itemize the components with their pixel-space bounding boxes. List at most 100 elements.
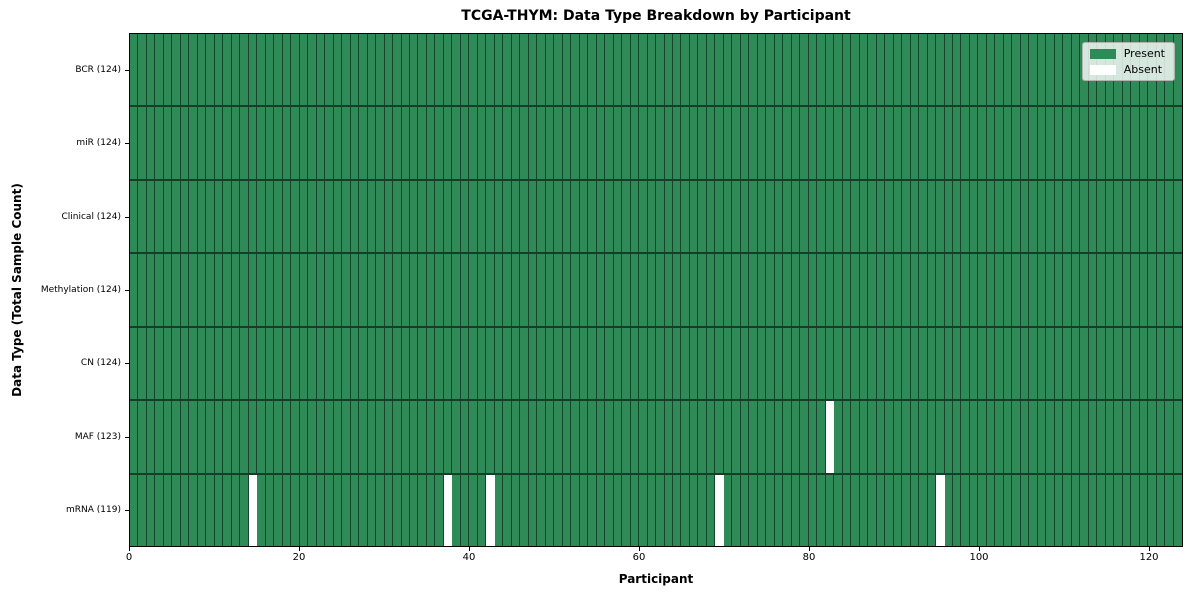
heatmap-cell-present xyxy=(1122,401,1132,473)
heatmap-cell-present xyxy=(393,107,402,179)
heatmap-cell-present xyxy=(986,474,996,546)
heatmap-cell-present xyxy=(698,180,707,253)
heatmap-cell-present xyxy=(774,180,784,253)
heatmap-cell-absent xyxy=(443,474,453,546)
heatmap-cell-present xyxy=(545,34,555,106)
heatmap-cell-present xyxy=(163,401,173,473)
heatmap-cell-present xyxy=(197,401,207,473)
heatmap-cell-present xyxy=(571,34,580,106)
heatmap-cell-present xyxy=(435,327,444,400)
heatmap-cell-present xyxy=(1148,180,1157,253)
heatmap-cell-present xyxy=(664,107,673,179)
heatmap-cell-absent xyxy=(486,474,495,546)
heatmap-cell-present xyxy=(1071,254,1081,326)
heatmap-cell-present xyxy=(146,180,156,253)
heatmap-cell-present xyxy=(902,327,911,400)
heatmap-cell-present xyxy=(231,180,241,253)
heatmap-cell-present xyxy=(664,34,673,106)
x-tick-label: 60 xyxy=(632,552,646,563)
heatmap-cell-present xyxy=(859,34,869,106)
heatmap-cell-present xyxy=(197,474,207,546)
heatmap-cell-present xyxy=(1173,327,1182,400)
heatmap-cell-present xyxy=(554,107,563,179)
heatmap-cell-present xyxy=(130,474,139,546)
heatmap-cell-present xyxy=(876,401,886,473)
heatmap-cell-present xyxy=(316,474,326,546)
heatmap-cell-present xyxy=(706,327,716,400)
heatmap-cell-present xyxy=(1071,327,1081,400)
heatmap-cell-present xyxy=(766,34,775,106)
heatmap-cell-present xyxy=(791,107,801,179)
heatmap-cell-present xyxy=(613,474,623,546)
heatmap-cell-present xyxy=(282,474,292,546)
heatmap-cell-present xyxy=(1097,474,1106,546)
heatmap-cell-present xyxy=(231,107,241,179)
heatmap-cell-present xyxy=(265,107,275,179)
heatmap-cell-present xyxy=(681,34,690,106)
heatmap-cell-present xyxy=(791,474,801,546)
heatmap-cell-present xyxy=(749,254,758,326)
heatmap-cell-present xyxy=(308,401,317,473)
heatmap-cell-present xyxy=(206,180,215,253)
heatmap-cell-present xyxy=(630,474,640,546)
heatmap-cell-present xyxy=(1054,327,1064,400)
x-tick-mark xyxy=(469,547,470,551)
heatmap-cell-present xyxy=(868,254,877,326)
heatmap-cell-present xyxy=(825,254,835,326)
heatmap-cell-present xyxy=(223,34,232,106)
heatmap-cell-present xyxy=(681,401,690,473)
heatmap-cell-present xyxy=(1080,401,1089,473)
y-tick-mark xyxy=(125,436,129,438)
heatmap-cell-present xyxy=(545,107,555,179)
heatmap-cell-present xyxy=(1131,474,1140,546)
heatmap-cell-present xyxy=(384,474,394,546)
heatmap-cell-present xyxy=(401,180,410,253)
heatmap-cell-present xyxy=(528,254,538,326)
heatmap-cell-present xyxy=(469,107,478,179)
heatmap-cell-present xyxy=(757,254,767,326)
heatmap-cell-present xyxy=(1114,474,1123,546)
heatmap-cell-present xyxy=(291,254,300,326)
heatmap-cell-present xyxy=(885,327,894,400)
heatmap-cell-present xyxy=(367,474,377,546)
heatmap-cell-present xyxy=(197,180,207,253)
heatmap-cell-present xyxy=(520,401,529,473)
heatmap-cell-present xyxy=(333,180,343,253)
heatmap-row-BCR xyxy=(130,34,1182,108)
heatmap-cell-present xyxy=(486,107,495,179)
heatmap-cell-present xyxy=(808,327,818,400)
heatmap-cell-present xyxy=(452,401,461,473)
heatmap-cell-present xyxy=(520,254,529,326)
heatmap-cell-present xyxy=(342,34,351,106)
heatmap-cell-present xyxy=(944,254,953,326)
heatmap-cell-present xyxy=(579,180,589,253)
heatmap-cell-present xyxy=(282,327,292,400)
heatmap-cell-present xyxy=(401,327,410,400)
heatmap-cell-present xyxy=(622,180,631,253)
heatmap-cell-present xyxy=(673,107,682,179)
heatmap-cell-present xyxy=(282,34,292,106)
heatmap-cell-present xyxy=(834,401,843,473)
heatmap-cell-present xyxy=(859,474,869,546)
heatmap-cell-present xyxy=(596,327,606,400)
heatmap-cell-present xyxy=(868,107,877,179)
heatmap-cell-present xyxy=(528,34,538,106)
heatmap-cell-present xyxy=(494,180,504,253)
heatmap-cell-present xyxy=(851,254,860,326)
heatmap-cell-present xyxy=(723,401,733,473)
heatmap-cell-present xyxy=(469,34,478,106)
heatmap-cell-present xyxy=(138,107,147,179)
heatmap-cell-present xyxy=(1071,401,1081,473)
heatmap-cell-present xyxy=(503,254,512,326)
heatmap-cell-present xyxy=(919,327,928,400)
heatmap-cell-present xyxy=(1114,107,1123,179)
heatmap-cell-present xyxy=(545,327,555,400)
heatmap-cell-present xyxy=(460,254,470,326)
heatmap-cell-present xyxy=(630,327,640,400)
heatmap-cell-present xyxy=(910,254,920,326)
heatmap-cell-present xyxy=(800,254,809,326)
heatmap-cell-present xyxy=(630,401,640,473)
heatmap-cell-present xyxy=(130,254,139,326)
heatmap-cell-present xyxy=(350,34,360,106)
heatmap-cell-present xyxy=(664,180,673,253)
